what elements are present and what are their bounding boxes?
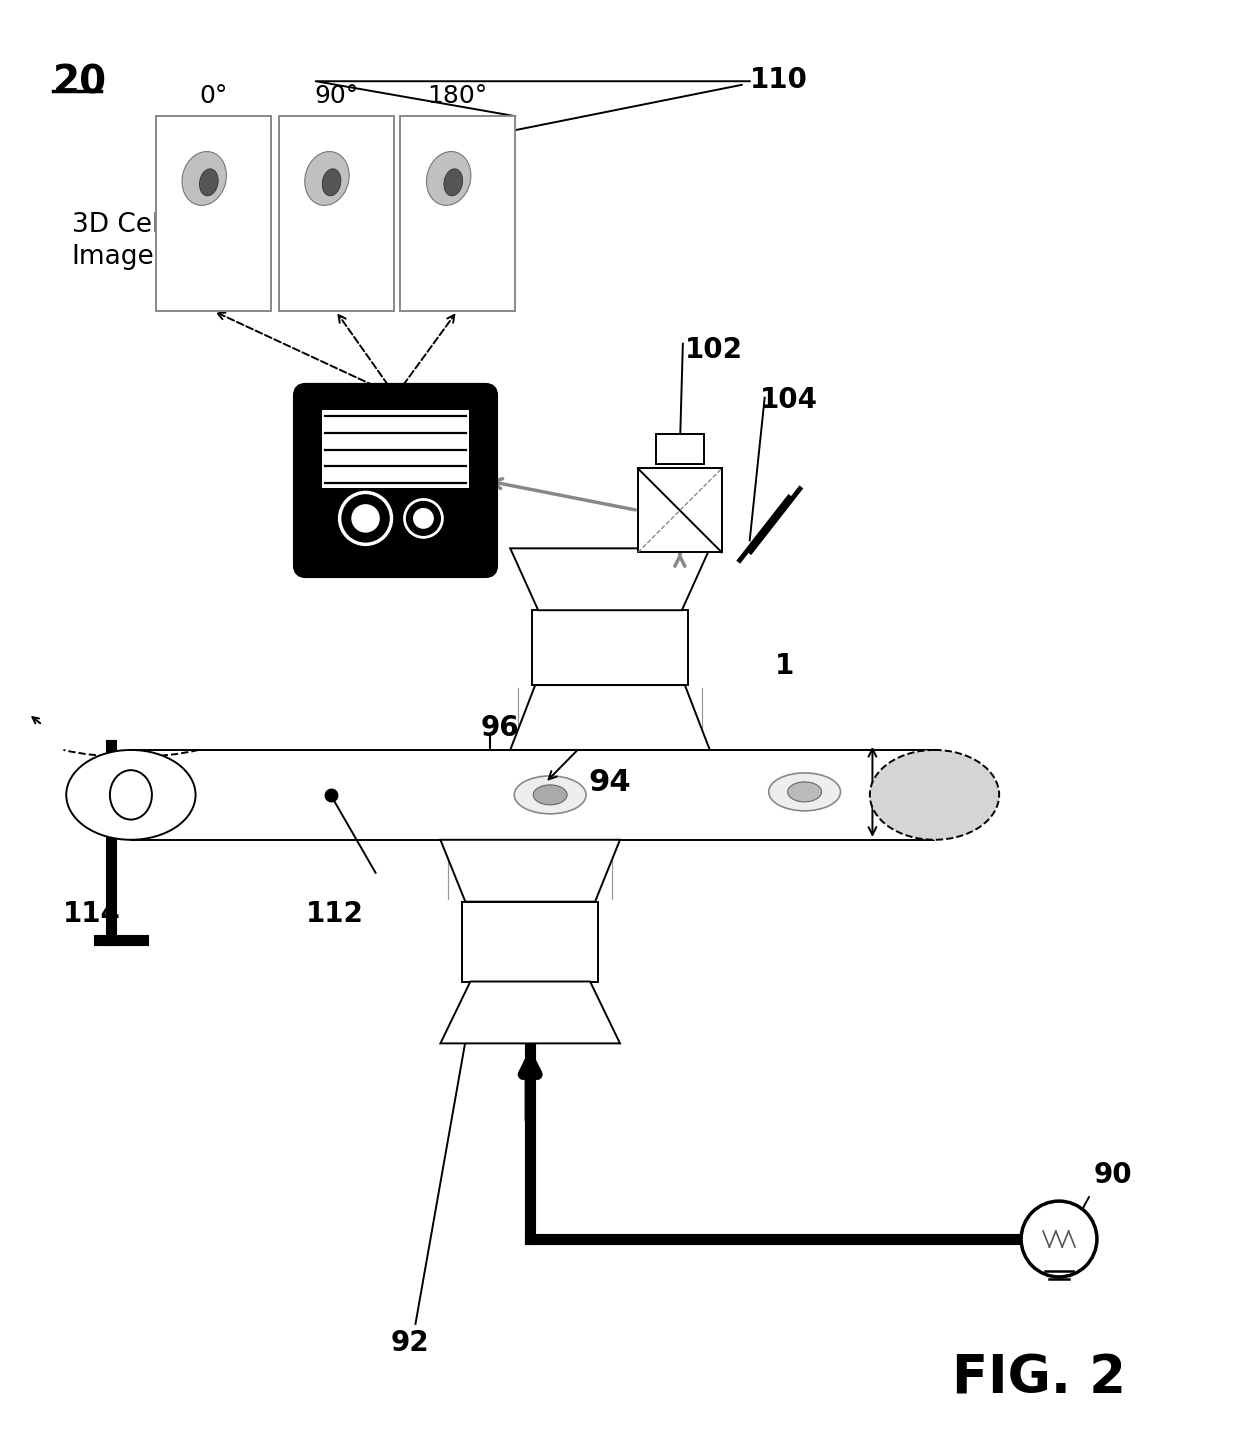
Ellipse shape [427,152,471,206]
Bar [279,116,393,310]
Ellipse shape [66,750,196,840]
Circle shape [404,499,443,538]
Ellipse shape [787,782,822,802]
Polygon shape [510,548,709,610]
Ellipse shape [444,168,463,196]
Ellipse shape [110,770,153,819]
Bar [321,409,469,489]
Bar [656,434,704,464]
Text: 106: 106 [290,387,348,416]
Text: 114: 114 [63,899,122,928]
Text: 94: 94 [589,768,631,798]
Circle shape [1021,1201,1097,1277]
Ellipse shape [322,168,341,196]
Text: FIG. 2: FIG. 2 [952,1353,1126,1405]
Text: 112: 112 [306,899,363,928]
Circle shape [413,507,434,529]
Bar [637,468,722,552]
Ellipse shape [515,776,587,813]
Circle shape [351,505,379,532]
Ellipse shape [182,152,227,206]
Polygon shape [510,684,709,750]
Text: 96: 96 [480,713,518,742]
Text: 1: 1 [775,652,794,680]
Text: 110: 110 [750,67,807,94]
Ellipse shape [305,152,350,206]
Ellipse shape [533,784,567,805]
Bar [401,116,516,310]
Text: 0°: 0° [200,84,228,109]
Text: 92: 92 [391,1328,429,1357]
Circle shape [340,493,392,544]
Polygon shape [440,982,620,1044]
Text: 180°: 180° [428,84,489,109]
Text: 90: 90 [1094,1161,1132,1189]
Ellipse shape [769,773,841,811]
Polygon shape [440,840,620,902]
Text: 20: 20 [53,64,108,102]
Bar [532,610,688,684]
FancyBboxPatch shape [295,386,495,576]
Ellipse shape [200,168,218,196]
Text: 102: 102 [684,336,743,364]
Bar [156,116,270,310]
Text: 90°: 90° [314,84,358,109]
Ellipse shape [869,750,999,840]
Text: 104: 104 [760,386,817,413]
Bar [463,902,598,982]
Text: 3D Cell
Images: 3D Cell Images [71,212,167,270]
